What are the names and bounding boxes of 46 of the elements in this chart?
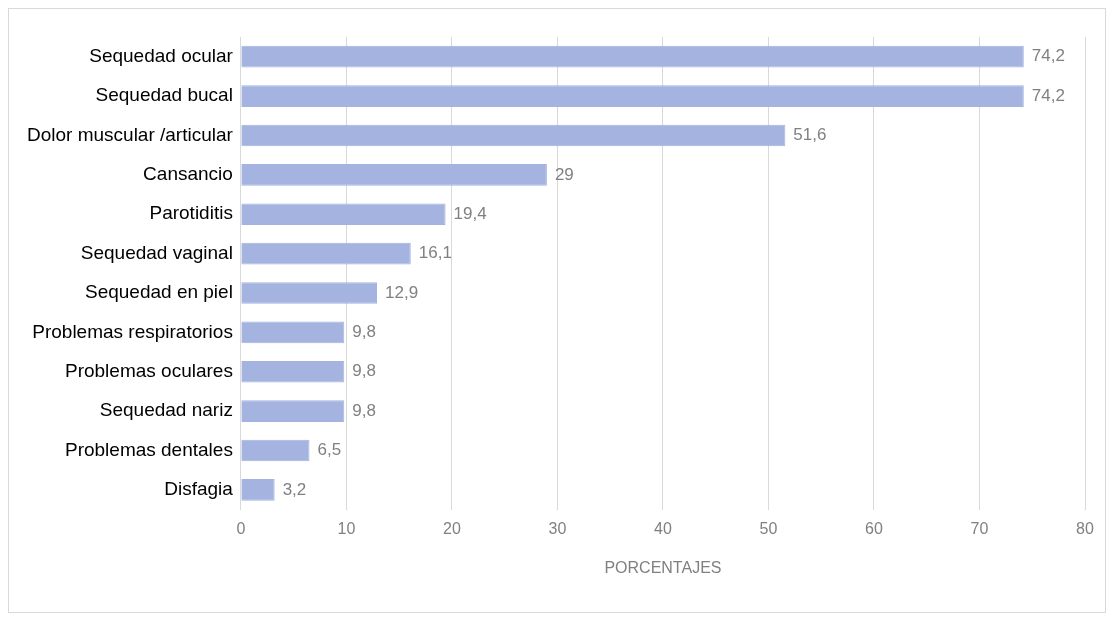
y-tick-label: Disfagia: [164, 478, 234, 500]
y-tick-label: Sequedad ocular: [89, 44, 234, 66]
y-tick-label: Problemas oculares: [64, 359, 233, 381]
bar: [241, 203, 446, 226]
data-label: 16,1: [418, 243, 452, 263]
data-label: 74,2: [1031, 85, 1065, 105]
y-tick-label: Parotiditis: [149, 202, 233, 224]
y-tick-label: Problemas respiratorios: [32, 320, 233, 342]
bar: [241, 400, 345, 422]
bar: [241, 45, 1024, 68]
bar: [241, 164, 547, 186]
y-tick-label: Sequedad en piel: [84, 281, 233, 303]
data-label: 29: [554, 164, 574, 184]
bar: [241, 124, 786, 147]
bar: [241, 85, 1024, 107]
y-tick-label: Sequedad vaginal: [80, 241, 233, 263]
y-tick-label: Sequedad bucal: [95, 84, 233, 106]
x-axis-title: PORCENTAJES: [604, 558, 722, 576]
bar: [241, 479, 275, 501]
x-tick-label: 80: [1076, 519, 1094, 537]
x-tick-label: 30: [548, 519, 567, 537]
x-tick-label: 20: [443, 519, 461, 537]
x-tick-label: 10: [337, 519, 356, 537]
data-label: 12,9: [385, 282, 419, 302]
bar: [241, 360, 345, 383]
data-label: 9,8: [352, 322, 376, 342]
data-label: 6,5: [317, 440, 342, 460]
data-label: 9,8: [352, 400, 376, 420]
bar: [241, 439, 310, 462]
x-tick-label: 60: [865, 519, 883, 537]
bar: [241, 242, 411, 265]
x-tick-label: 70: [970, 519, 989, 537]
bar: [241, 321, 345, 344]
x-tick-label: 40: [654, 519, 672, 537]
y-tick-label: Dolor muscular /articular: [26, 123, 234, 145]
data-label: 74,2: [1031, 46, 1065, 66]
y-tick-label: Problemas dentales: [64, 438, 233, 460]
data-label: 3,2: [282, 479, 307, 499]
x-tick-label: 0: [236, 519, 246, 537]
data-label: 51,6: [793, 125, 827, 145]
y-tick-label: Sequedad nariz: [99, 399, 233, 421]
x-tick-label: 50: [759, 519, 778, 537]
bar: [241, 282, 377, 304]
y-tick-label: Cansancio: [143, 163, 233, 185]
data-label: 19,4: [453, 203, 487, 223]
data-label: 9,8: [352, 361, 376, 381]
